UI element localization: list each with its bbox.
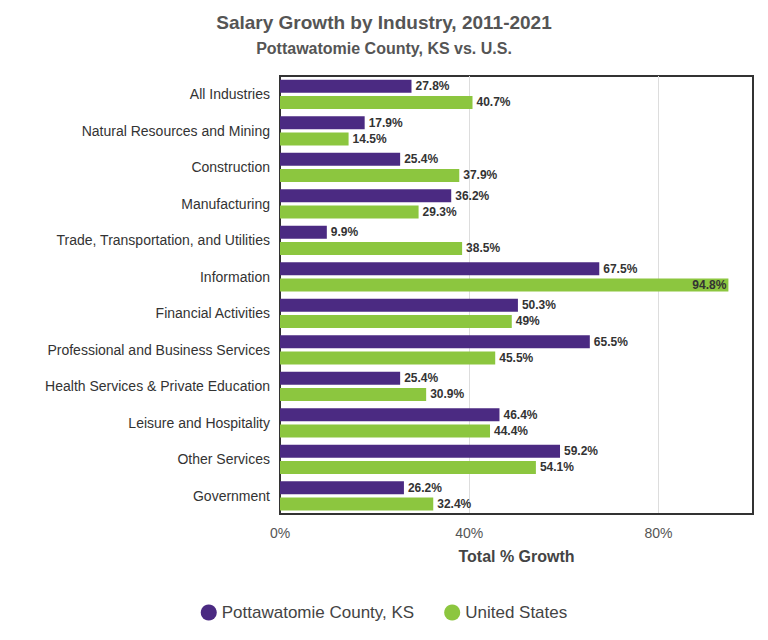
- svg-text:Total % Growth: Total % Growth: [458, 548, 574, 565]
- svg-text:67.5%: 67.5%: [603, 262, 637, 276]
- svg-text:Construction: Construction: [191, 159, 270, 175]
- svg-text:27.8%: 27.8%: [415, 79, 449, 93]
- svg-text:Other Services: Other Services: [177, 451, 270, 467]
- svg-text:94.8%: 94.8%: [692, 278, 726, 292]
- svg-text:40%: 40%: [455, 525, 483, 541]
- svg-text:49%: 49%: [516, 314, 540, 328]
- svg-text:80%: 80%: [644, 525, 672, 541]
- svg-text:32.4%: 32.4%: [437, 497, 471, 511]
- svg-text:40.7%: 40.7%: [477, 95, 511, 109]
- svg-text:30.9%: 30.9%: [430, 387, 464, 401]
- svg-text:50.3%: 50.3%: [522, 298, 556, 312]
- svg-text:Professional and Business Serv: Professional and Business Services: [47, 342, 270, 358]
- svg-text:65.5%: 65.5%: [594, 335, 628, 349]
- svg-text:26.2%: 26.2%: [408, 481, 442, 495]
- svg-text:Information: Information: [200, 269, 270, 285]
- svg-text:44.4%: 44.4%: [494, 424, 528, 438]
- svg-text:Pottawatomie County, KS vs. U.: Pottawatomie County, KS vs. U.S.: [256, 40, 512, 57]
- svg-text:14.5%: 14.5%: [353, 132, 387, 146]
- svg-text:Salary Growth by Industry, 201: Salary Growth by Industry, 2011-2021: [216, 12, 552, 33]
- svg-text:54.1%: 54.1%: [540, 460, 574, 474]
- svg-text:29.3%: 29.3%: [423, 205, 457, 219]
- svg-text:Financial Activities: Financial Activities: [156, 305, 270, 321]
- svg-text:9.9%: 9.9%: [331, 225, 359, 239]
- svg-text:46.4%: 46.4%: [503, 408, 537, 422]
- svg-text:45.5%: 45.5%: [499, 351, 533, 365]
- svg-text:0%: 0%: [270, 525, 290, 541]
- svg-text:25.4%: 25.4%: [404, 152, 438, 166]
- svg-text:25.4%: 25.4%: [404, 371, 438, 385]
- svg-text:17.9%: 17.9%: [369, 116, 403, 130]
- svg-text:38.5%: 38.5%: [466, 241, 500, 255]
- svg-text:Health Services & Private Educ: Health Services & Private Education: [45, 378, 270, 394]
- svg-text:Natural Resources and Mining: Natural Resources and Mining: [82, 123, 270, 139]
- svg-text:Government: Government: [193, 488, 270, 504]
- svg-text:59.2%: 59.2%: [564, 444, 598, 458]
- svg-text:United States: United States: [465, 603, 567, 622]
- svg-text:All Industries: All Industries: [190, 86, 270, 102]
- svg-text:Pottawatomie County, KS: Pottawatomie County, KS: [222, 603, 414, 622]
- svg-text:Manufacturing: Manufacturing: [181, 196, 270, 212]
- svg-text:Trade, Transportation, and Uti: Trade, Transportation, and Utilities: [57, 232, 270, 248]
- svg-text:37.9%: 37.9%: [463, 168, 497, 182]
- svg-text:Leisure and Hospitality: Leisure and Hospitality: [128, 415, 270, 431]
- svg-text:36.2%: 36.2%: [455, 189, 489, 203]
